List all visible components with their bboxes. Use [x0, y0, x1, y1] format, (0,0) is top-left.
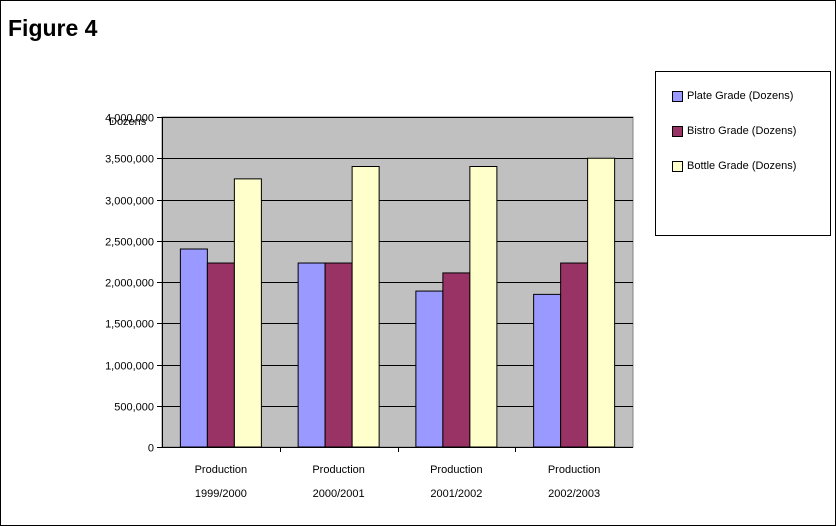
y-tick-label: 1,000,000: [105, 361, 154, 373]
bar: [206, 262, 235, 448]
x-tick-label: 1999/2000: [195, 488, 247, 500]
x-tick-label: 2001/2002: [430, 488, 482, 500]
figure-label: Figure 4: [8, 15, 98, 41]
y-tick-label: 3,500,000: [105, 154, 154, 166]
bar: [179, 248, 208, 448]
x-tick-label: Production: [312, 464, 365, 476]
legend-item: Plate Grade (Dozens): [672, 89, 793, 103]
y-tick-label: 500,000: [114, 402, 154, 414]
bar: [442, 272, 471, 448]
x-tick-label: 2002/2003: [548, 488, 600, 500]
y-tick-label: 0: [148, 443, 154, 455]
x-tick-label: 2000/2001: [313, 488, 365, 500]
legend-item: Bottle Grade (Dozens): [672, 159, 796, 173]
legend-label: Plate Grade (Dozens): [687, 90, 794, 102]
legend-label: Bottle Grade (Dozens): [687, 160, 797, 172]
bar: [560, 262, 589, 448]
y-tick-label: 2,500,000: [105, 237, 154, 249]
bar: [415, 290, 444, 448]
x-tick-label: Production: [548, 464, 601, 476]
bar: [324, 262, 353, 448]
bar: [587, 157, 616, 448]
y-tick-label: 2,000,000: [105, 278, 154, 290]
bar: [469, 166, 498, 448]
bar: [297, 262, 326, 448]
x-tick-label: Production: [195, 464, 248, 476]
y-tick-label: 1,500,000: [105, 319, 154, 331]
y-axis-label: Dozens: [109, 116, 147, 128]
x-tick-label: Production: [430, 464, 483, 476]
y-tick-label: 4,000,000: [105, 113, 154, 125]
y-tick-label: 3,000,000: [105, 196, 154, 208]
bar: [351, 166, 380, 448]
legend-item: Bistro Grade (Dozens): [672, 124, 796, 138]
legend-label: Bistro Grade (Dozens): [687, 125, 797, 137]
legend-swatch: [672, 90, 683, 102]
bar: [233, 178, 262, 448]
bar: [533, 293, 562, 448]
legend-swatch: [672, 160, 683, 172]
legend: Plate Grade (Dozens) Bistro Grade (Dozens…: [655, 71, 831, 236]
legend-swatch: [672, 125, 683, 137]
